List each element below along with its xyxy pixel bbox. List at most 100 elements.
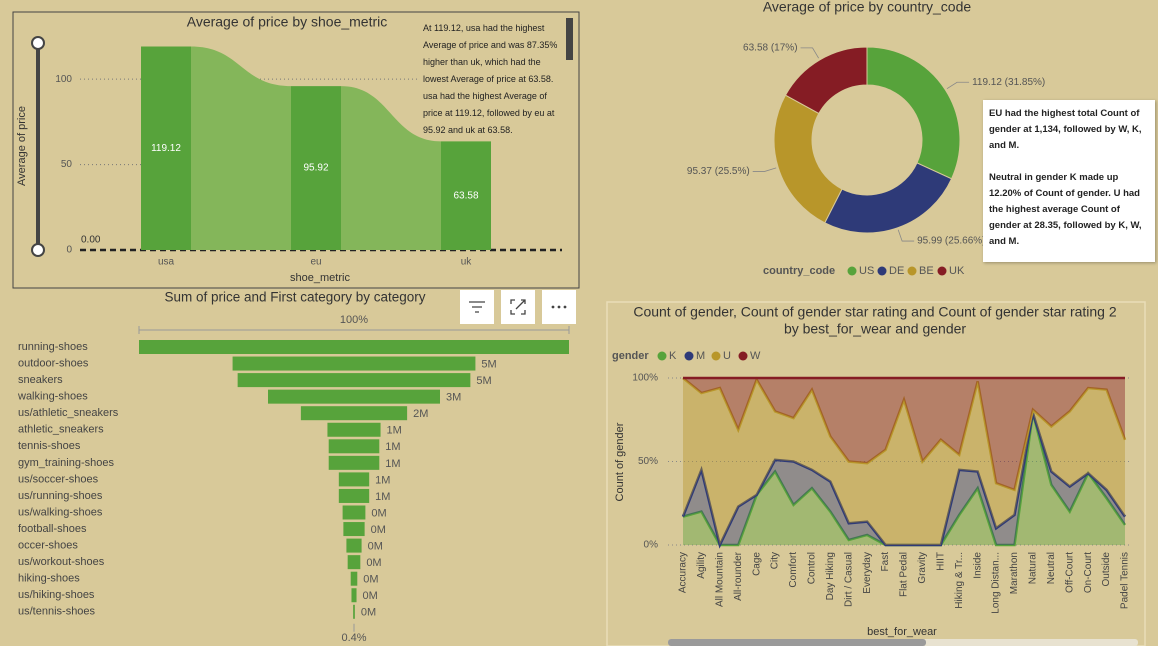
category-label: tennis-shoes — [18, 440, 81, 452]
bottom-ratio-label: 0.4% — [341, 632, 366, 644]
x-tick-label: Inside — [972, 552, 983, 579]
scrollbar-thumb[interactable] — [668, 639, 926, 646]
data-label: 119.12 (31.85%) — [972, 77, 1045, 88]
y-tick-label: 50% — [638, 456, 658, 467]
slider-handle[interactable] — [31, 243, 45, 257]
x-tick-label: HIIT — [935, 552, 946, 571]
chart-title: Average of price by shoe_metric — [187, 14, 388, 30]
focus-button[interactable] — [501, 290, 535, 324]
data-label: 1M — [385, 458, 400, 470]
x-tick-label: Long Distan... — [991, 552, 1002, 614]
x-tick-label: Day Hiking — [825, 552, 836, 600]
legend-marker — [847, 266, 857, 276]
data-label: 1M — [385, 441, 400, 453]
category-label: sneakers — [18, 374, 63, 386]
x-tick-label: City — [770, 552, 781, 569]
x-tick-label: Accuracy — [678, 552, 689, 593]
data-label: 1M — [387, 425, 402, 437]
filter-button[interactable] — [460, 290, 494, 324]
x-tick-label: Comfort — [788, 552, 799, 588]
data-label: 1M — [375, 474, 390, 486]
funnel-bar — [300, 406, 408, 421]
funnel-bar — [139, 340, 569, 354]
funnel-bar — [338, 488, 370, 503]
category-label: us/hiking-shoes — [18, 589, 95, 601]
smart-narrative: At 119.12, usa had the highest Average o… — [423, 23, 558, 135]
category-label: us/tennis-shoes — [18, 606, 96, 618]
legend-title: gender — [612, 350, 649, 362]
x-tick-label: All Mountain — [714, 552, 725, 607]
x-tick-label: Everyday — [862, 552, 873, 594]
y-tick-label: 0% — [644, 540, 659, 551]
data-label: 2M — [413, 408, 428, 420]
legend-label: W — [750, 350, 761, 362]
category-label: us/workout-shoes — [18, 556, 105, 568]
legend-marker — [877, 266, 887, 276]
more-options-button[interactable] — [542, 290, 576, 324]
x-tick-label: Off-Court — [1064, 552, 1075, 593]
x-tick-label: Marathon — [1009, 552, 1020, 594]
scrollbar — [566, 18, 573, 60]
funnel-bar — [353, 604, 355, 619]
data-label: 0M — [371, 524, 386, 536]
legend-label: DE — [889, 265, 904, 277]
area-line — [682, 376, 1127, 492]
funnel-bar — [351, 588, 357, 603]
slider-handle[interactable] — [31, 36, 45, 50]
y-tick-label: 0 — [66, 245, 72, 256]
x-tick-label: eu — [310, 257, 321, 268]
legend-marker — [711, 351, 721, 361]
funnel-bar — [342, 505, 366, 520]
x-tick-label: Fast — [880, 552, 891, 572]
x-tick-label: uk — [461, 257, 473, 268]
data-label: 5M — [481, 358, 496, 370]
bar — [141, 46, 191, 251]
category-label: walking-shoes — [17, 391, 88, 403]
x-tick-label: Neutral — [1046, 552, 1057, 584]
category-label: gym_training-shoes — [18, 457, 114, 469]
icon — [551, 305, 567, 309]
funnel-bar — [327, 422, 381, 437]
category-label: us/athletic_sneakers — [18, 407, 119, 419]
funnel-bar — [338, 472, 370, 487]
funnel-bar — [346, 538, 362, 553]
donut-slice — [866, 46, 961, 180]
category-label: outdoor-shoes — [18, 357, 89, 369]
x-axis-title: shoe_metric — [290, 272, 350, 284]
ribbon — [191, 46, 291, 251]
legend-label: M — [696, 350, 705, 362]
category-label: hiking-shoes — [18, 573, 80, 585]
y-axis-title: Count of gender — [614, 422, 626, 501]
bar — [291, 86, 341, 251]
leader-line — [946, 81, 970, 90]
data-label: 119.12 — [151, 143, 181, 154]
data-label: 0M — [361, 607, 376, 619]
legend-label: US — [859, 265, 874, 277]
funnel-bar — [328, 439, 380, 454]
x-axis-title: best_for_wear — [867, 626, 937, 638]
x-tick-label: Agility — [696, 552, 707, 579]
data-label: 95.37 (25.5%) — [687, 166, 750, 177]
data-label: 1M — [375, 491, 390, 503]
x-tick-label: Flat Pedal — [899, 552, 910, 597]
funnel-bar — [268, 389, 440, 404]
x-tick-label: Hiking & Tr... — [954, 552, 965, 609]
y-tick-label: 100 — [55, 74, 72, 85]
data-label: 0M — [363, 574, 378, 586]
funnel-bar — [232, 356, 476, 371]
funnel-bar — [343, 522, 365, 537]
data-label: 0M — [366, 557, 381, 569]
data-label: 63.58 — [453, 190, 478, 201]
legend-label: K — [669, 350, 677, 362]
leader-line — [897, 229, 915, 242]
x-tick-label: Gravity — [917, 552, 928, 584]
narrative-paragraph: Neutral in gender K made up 12.20% of Co… — [989, 172, 1142, 247]
x-tick-label: Cage — [751, 552, 762, 576]
y-tick-label: 50 — [61, 159, 73, 170]
category-label: occer-shoes — [18, 540, 78, 552]
category-label: us/running-shoes — [18, 490, 103, 502]
area — [683, 413, 1125, 545]
legend-marker — [657, 351, 667, 361]
